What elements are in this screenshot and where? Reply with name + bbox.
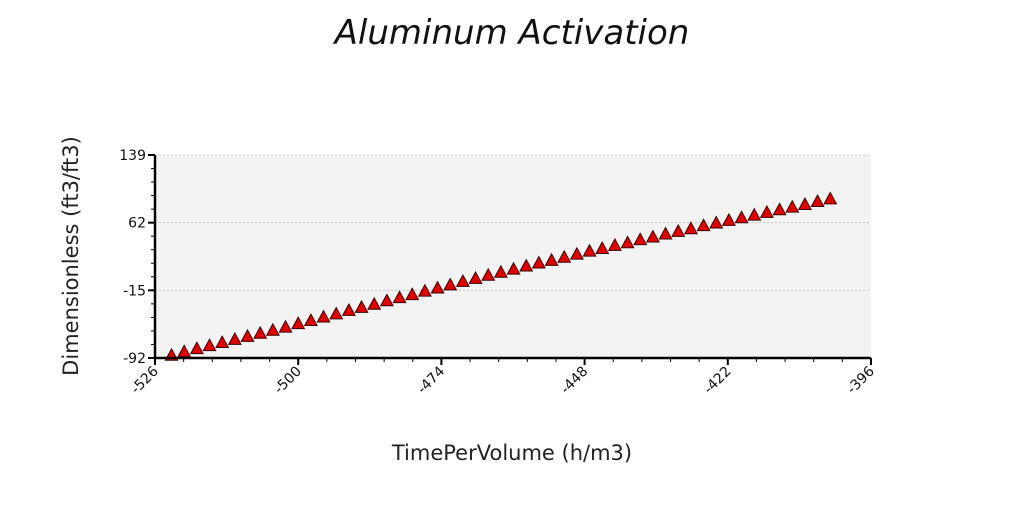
triangle-marker — [645, 229, 660, 243]
triangle-marker — [202, 338, 217, 352]
triangle-marker — [506, 261, 521, 275]
x-axis-label: TimePerVolume (h/m3) — [391, 441, 632, 465]
triangle-marker — [734, 210, 749, 224]
chart-title: Aluminum Activation — [333, 13, 690, 53]
triangle-marker — [557, 249, 572, 263]
y-tick-label: -92 — [123, 351, 146, 367]
y-tick-label: 139 — [119, 148, 146, 164]
y-axis-ticks: -92 -15 62 139 — [119, 148, 155, 367]
triangle-marker — [240, 328, 255, 342]
triangle-marker — [823, 191, 838, 205]
triangle-marker — [810, 194, 825, 207]
triangle-marker — [785, 199, 800, 213]
triangle-marker — [392, 290, 407, 304]
triangle-marker — [265, 322, 280, 336]
triangle-marker — [595, 241, 610, 254]
y-axis-label: Dimensionless (ft3/ft3) — [59, 136, 83, 376]
triangle-marker — [709, 215, 724, 229]
triangle-marker — [582, 243, 597, 257]
triangle-marker — [316, 309, 331, 323]
data-markers — [164, 191, 838, 361]
x-tick-label: -474 — [414, 363, 448, 397]
triangle-marker — [367, 296, 382, 310]
triangle-marker — [544, 252, 559, 266]
triangle-marker — [696, 218, 711, 232]
triangle-marker — [354, 299, 369, 313]
triangle-marker — [519, 258, 534, 272]
triangle-marker — [633, 232, 648, 246]
triangle-marker — [481, 267, 496, 281]
triangle-marker — [721, 212, 736, 226]
triangle-marker — [658, 226, 673, 240]
triangle-marker — [291, 316, 306, 330]
triangle-marker — [772, 202, 787, 216]
triangle-marker — [443, 277, 458, 291]
triangle-marker — [430, 280, 445, 294]
triangle-marker — [303, 313, 318, 327]
y-tick-label: -15 — [123, 283, 146, 299]
triangle-marker — [493, 264, 508, 278]
triangle-marker — [455, 273, 470, 287]
triangle-marker — [405, 287, 420, 301]
x-tick-label: -396 — [844, 363, 878, 397]
triangle-marker — [189, 341, 204, 355]
grid-lines — [155, 154, 871, 291]
triangle-marker — [531, 255, 546, 269]
y-tick-label: 62 — [128, 216, 146, 232]
triangle-marker — [620, 235, 635, 249]
triangle-marker — [341, 302, 356, 316]
x-tick-label: -422 — [701, 364, 735, 398]
x-axis-ticks: -526 -500 -474 -448 -422 -396 — [128, 358, 878, 397]
triangle-marker — [278, 319, 293, 333]
triangle-marker — [379, 293, 394, 307]
triangle-marker — [569, 246, 584, 260]
triangle-marker — [417, 283, 432, 297]
triangle-marker — [329, 306, 344, 320]
x-tick-label: -500 — [271, 364, 305, 398]
triangle-marker — [747, 207, 762, 221]
triangle-marker — [227, 331, 242, 345]
x-tick-label: -526 — [128, 363, 162, 397]
triangle-marker — [468, 270, 483, 284]
triangle-marker — [177, 344, 192, 358]
triangle-marker — [215, 335, 230, 348]
triangle-marker — [253, 325, 268, 339]
x-tick-label: -448 — [558, 364, 592, 398]
triangle-marker — [671, 223, 686, 237]
triangle-marker — [759, 205, 774, 218]
triangle-marker — [683, 221, 698, 235]
triangle-marker — [797, 197, 812, 211]
triangle-marker — [607, 237, 622, 251]
plot-area — [155, 155, 871, 358]
